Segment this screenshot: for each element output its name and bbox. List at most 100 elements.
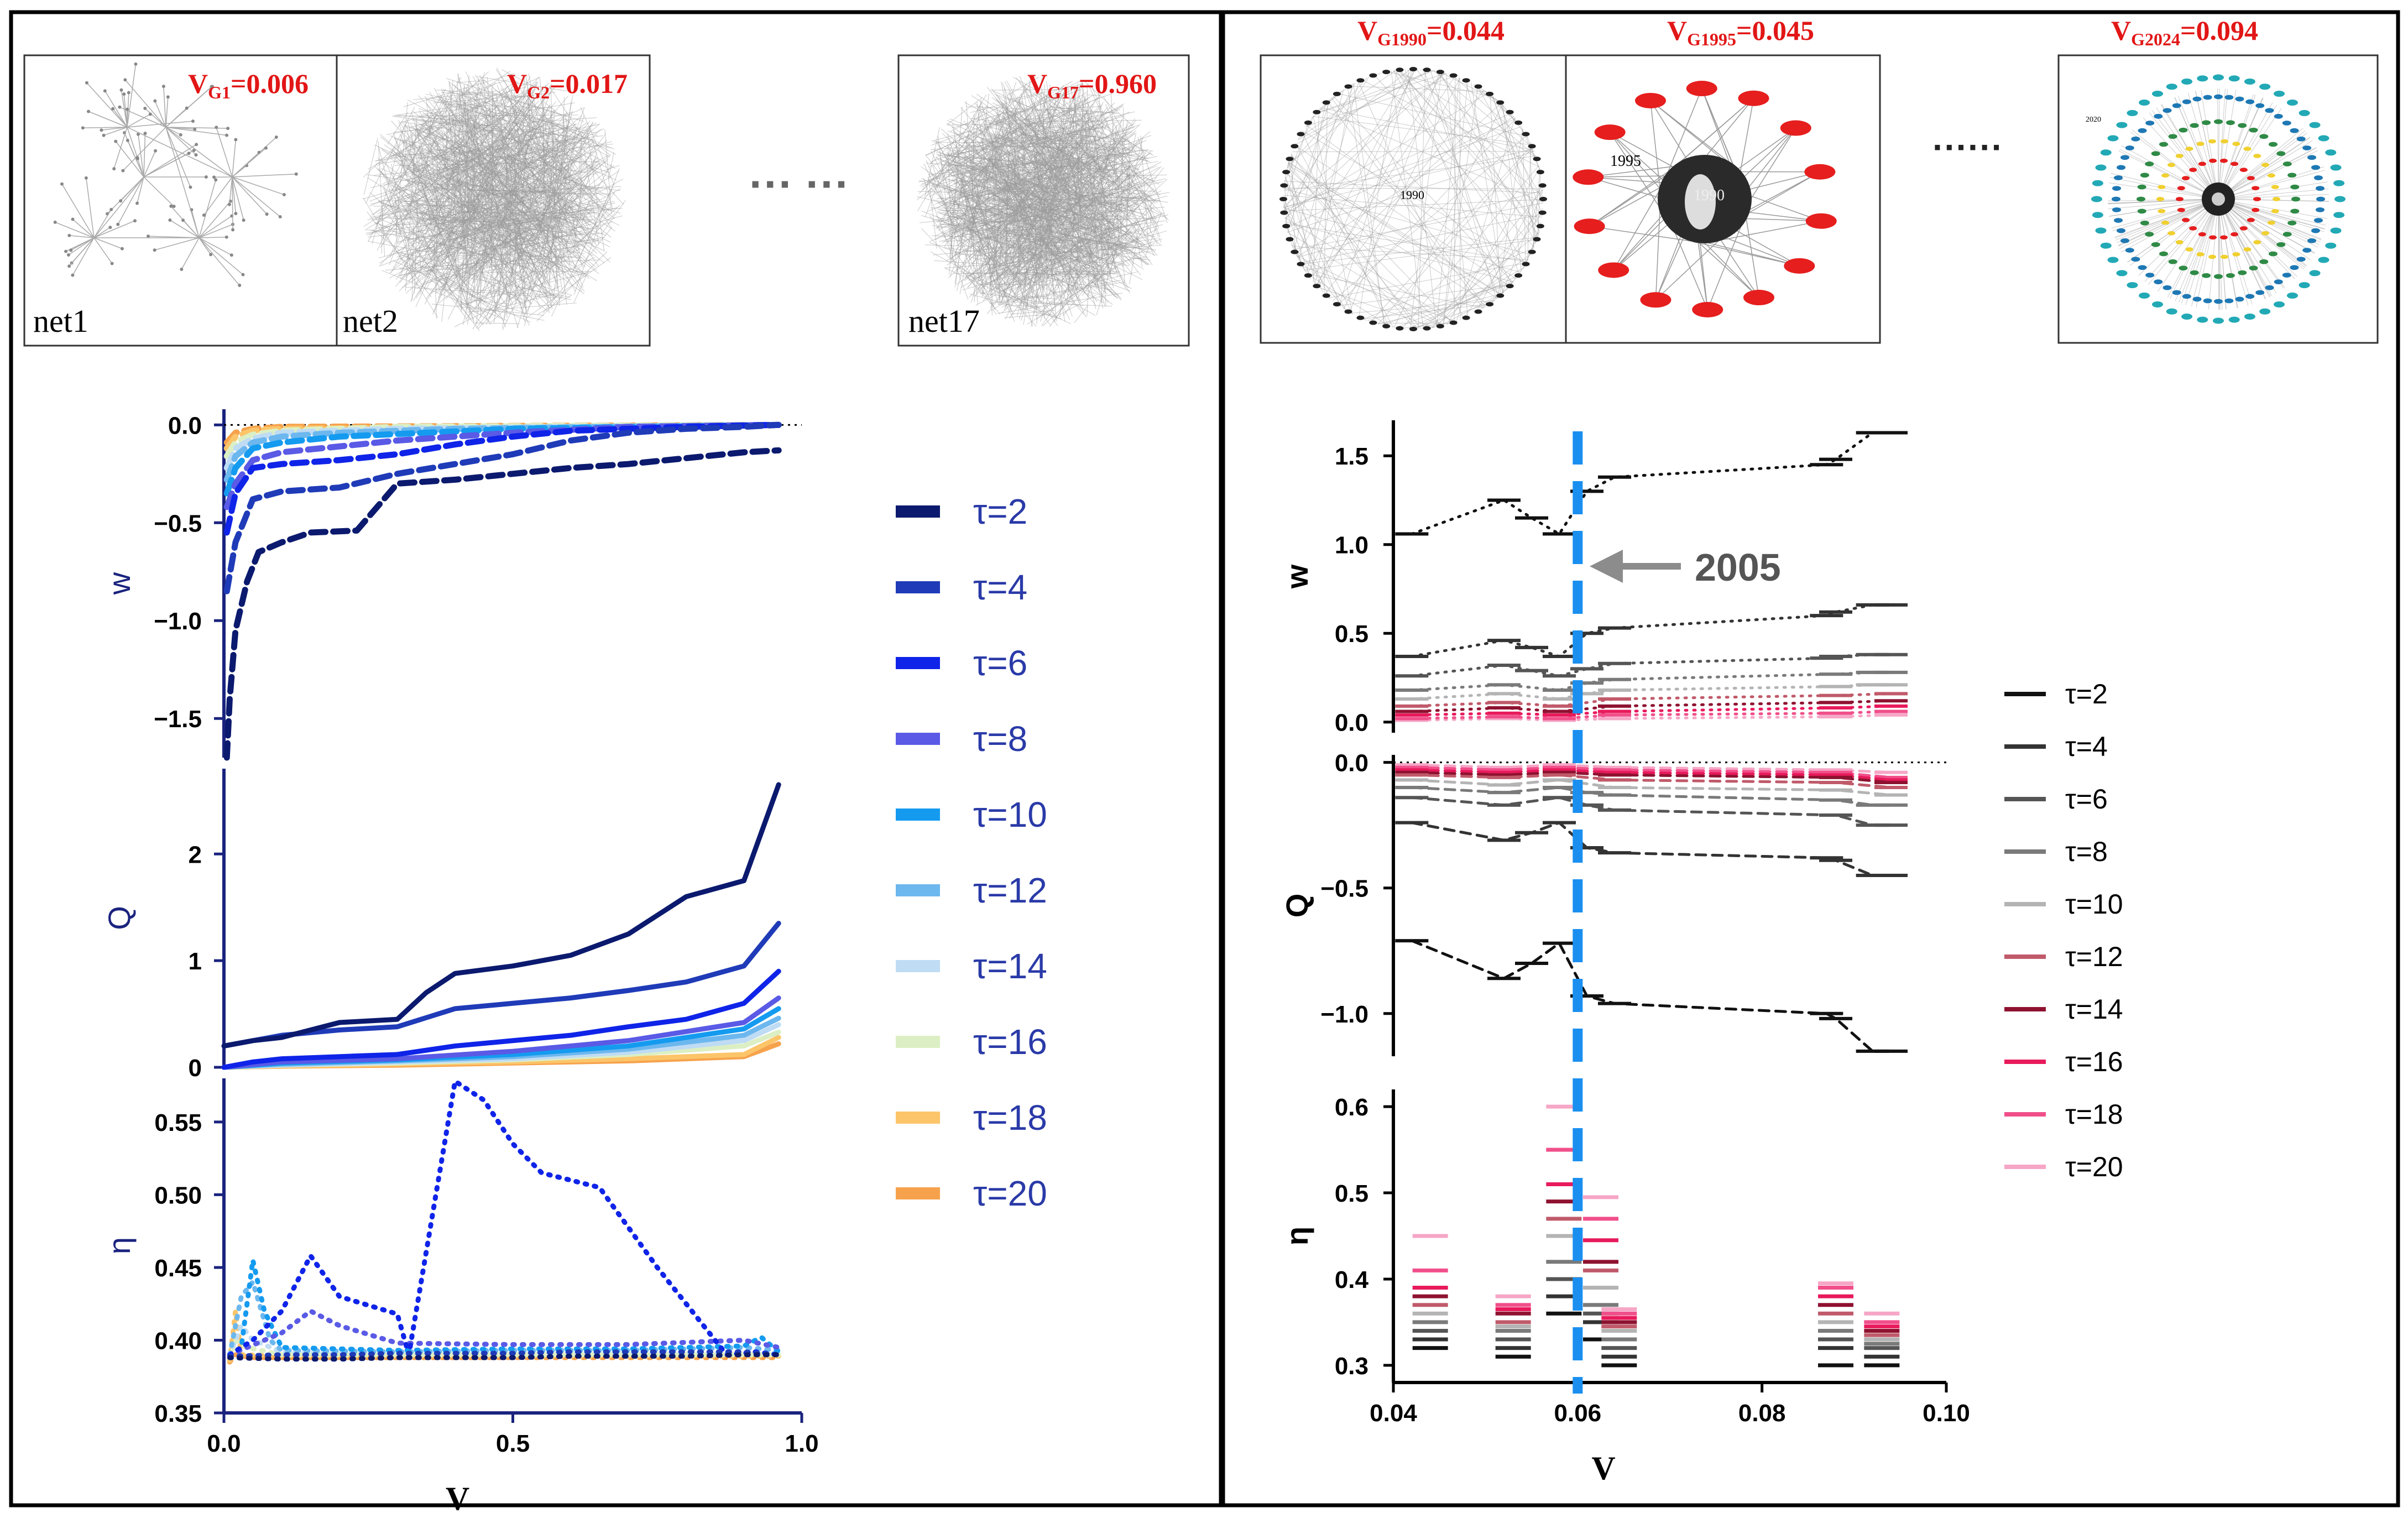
left_Q-y-label: Q (102, 906, 137, 930)
right_Q-y-tick-label: 0.0 (1335, 750, 1368, 777)
net1995-node-label: 1990 (1694, 187, 1725, 204)
net17-value: VG17=0.960 (1027, 68, 1157, 102)
net1990-circle-graph (1279, 67, 1547, 331)
right_Q-series-2 (1410, 939, 1893, 1053)
right_eta-x-tick-label: 0.08 (1738, 1400, 1786, 1427)
left_eta-series-4 (227, 1349, 781, 1359)
left-panel-frame (9, 10, 1223, 1507)
net1990-value: VG1990=0.044 (1357, 15, 1505, 49)
right-ellipsis: ······ (1932, 127, 2003, 167)
right_w-y-tick-label: 1.5 (1335, 443, 1368, 470)
left_eta-x-tick-label: 1.0 (785, 1430, 818, 1457)
right_Q-y-tick-label: −0.5 (1320, 875, 1368, 903)
left_eta-series-10 (227, 1258, 781, 1358)
left_eta-series-12 (227, 1279, 781, 1358)
chart-right_Q: 0.0 −0.5 −1.0 Q (1279, 750, 1946, 1056)
left_w-series-10 (223, 421, 782, 497)
annotation-2005: 2005 (1590, 546, 1781, 589)
net2-value: VG2=0.017 (507, 68, 628, 102)
right_w-y-tick-label: 0.5 (1335, 620, 1368, 648)
charts-layer: 0.0 −0.5 −1.0 −1.5 w 0 1 2 Q 0.55 0.50 0.45 0.40 0.35… (102, 409, 1970, 1517)
right_Q-y-tick-label: −1.0 (1320, 1001, 1368, 1028)
net1-label: net1 (33, 303, 88, 339)
left_eta-y-tick-label: 0.40 (154, 1327, 202, 1354)
chart-right_eta: 0.6 0.5 0.4 0.3 η 0.04 0.06 0.08 0.10 V (1279, 1089, 1970, 1486)
left_w-y-tick-label: −1.0 (154, 608, 202, 635)
right-legend-label: τ=12 (2065, 941, 2123, 972)
left-legend: τ=2 τ=4 τ=6 τ=8 τ=10 τ=12 τ=14 τ=16 τ=18 τ=20 (896, 492, 1047, 1213)
left_eta-x-tick-label: 0.0 (207, 1430, 241, 1457)
left-legend-label: τ=18 (973, 1098, 1047, 1138)
right-panel-frame (1221, 10, 2400, 1507)
left-legend-label: τ=12 (973, 870, 1047, 910)
left_w-series-6 (223, 421, 782, 536)
right_w-y-label: w (1279, 564, 1314, 589)
left-legend-label: τ=14 (973, 946, 1047, 986)
right-legend-label: τ=16 (2065, 1046, 2123, 1077)
right-legend-label: τ=18 (2065, 1099, 2123, 1130)
left-legend-label: τ=4 (973, 567, 1027, 607)
left_eta-series-2 (227, 1352, 781, 1362)
net1995-node-label2: 1995 (1610, 153, 1641, 170)
left_Q-y-tick-label: 0 (189, 1055, 202, 1082)
chart-right_w: 1.5 1.0 0.5 0.0 w (1279, 420, 1908, 737)
left_eta-y-tick-label: 0.50 (154, 1182, 202, 1209)
right-legend-label: τ=14 (2065, 994, 2123, 1025)
chart-left_Q: 0 1 2 Q (102, 769, 781, 1082)
right_eta-y-tick-label: 0.3 (1335, 1353, 1368, 1380)
right_Q-series-4 (1410, 821, 1893, 877)
net1995-value: VG1995=0.045 (1667, 15, 1814, 49)
left_Q-series-2 (221, 782, 781, 1048)
left_w-y-tick-label: −1.5 (154, 706, 202, 733)
left_w-y-tick-label: 0.0 (168, 412, 202, 439)
left_eta-y-label: η (102, 1237, 137, 1254)
right_w-series-6 (1410, 653, 1893, 677)
net17-dense-graph (916, 75, 1170, 327)
left-legend-label: τ=6 (973, 643, 1027, 683)
right-legend-label: τ=4 (2065, 731, 2108, 762)
annotation-label: 2005 (1695, 546, 1781, 589)
right_eta-y-tick-label: 0.6 (1335, 1094, 1368, 1121)
right_eta-x-tick-label: 0.10 (1923, 1400, 1970, 1427)
right-legend-label: τ=6 (2065, 784, 2108, 815)
left_Q-y-tick-label: 2 (189, 841, 202, 868)
right_w-y-tick-label: 0.0 (1335, 710, 1368, 737)
right-legend-label: τ=2 (2065, 679, 2108, 710)
net1990-node-label: 1990 (1400, 188, 1424, 202)
right-legend-label: τ=20 (2065, 1151, 2123, 1182)
net2-label: net2 (343, 303, 398, 339)
right_eta-y-tick-label: 0.5 (1335, 1180, 1368, 1207)
left-legend-label: τ=10 (973, 795, 1047, 834)
net17-label: net17 (908, 303, 980, 339)
right-network-thumbnails: 1990 1990 1995 2020 VG1990=0.044 VG1995=… (1260, 15, 2379, 344)
right_w-series-2 (1410, 431, 1893, 535)
left_Q-series-8 (221, 995, 781, 1070)
net2-dense-graph (363, 67, 626, 331)
left_eta-y-tick-label: 0.45 (154, 1255, 202, 1282)
right-legend-label: τ=10 (2065, 889, 2123, 920)
net1-tree-graph (53, 62, 298, 288)
net2024-node-label: 2020 (2086, 116, 2101, 124)
left_eta-series-14 (227, 1323, 781, 1358)
left-legend-label: τ=20 (973, 1173, 1047, 1213)
left_w-y-label: w (102, 572, 137, 595)
right_eta-x-tick-label: 0.04 (1370, 1400, 1417, 1427)
left-legend-label: τ=16 (973, 1022, 1047, 1062)
net1990-box (1260, 54, 1567, 344)
right_w-y-tick-label: 1.0 (1335, 532, 1368, 559)
left_Q-y-tick-label: 1 (189, 948, 202, 975)
left_Q-series-4 (221, 921, 781, 1048)
left_eta-y-tick-label: 0.35 (154, 1400, 202, 1427)
right_eta-y-label: η (1279, 1227, 1314, 1245)
chart-left_eta: 0.55 0.50 0.45 0.40 0.35 η 0.0 0.5 1.0 V (102, 1078, 819, 1517)
left_Q-series-6 (221, 968, 781, 1070)
chart-left_w: 0.0 −0.5 −1.0 −1.5 w (102, 409, 802, 761)
left-legend-label: τ=8 (973, 719, 1027, 759)
right_eta-y-tick-label: 0.4 (1335, 1266, 1369, 1293)
right_eta-x-tick-label: 0.06 (1554, 1400, 1602, 1427)
left_eta-x-label: V (446, 1480, 469, 1517)
right_Q-y-label: Q (1279, 894, 1314, 918)
left_eta-x-tick-label: 0.5 (496, 1430, 530, 1457)
annotation-arrow-head (1590, 550, 1623, 583)
